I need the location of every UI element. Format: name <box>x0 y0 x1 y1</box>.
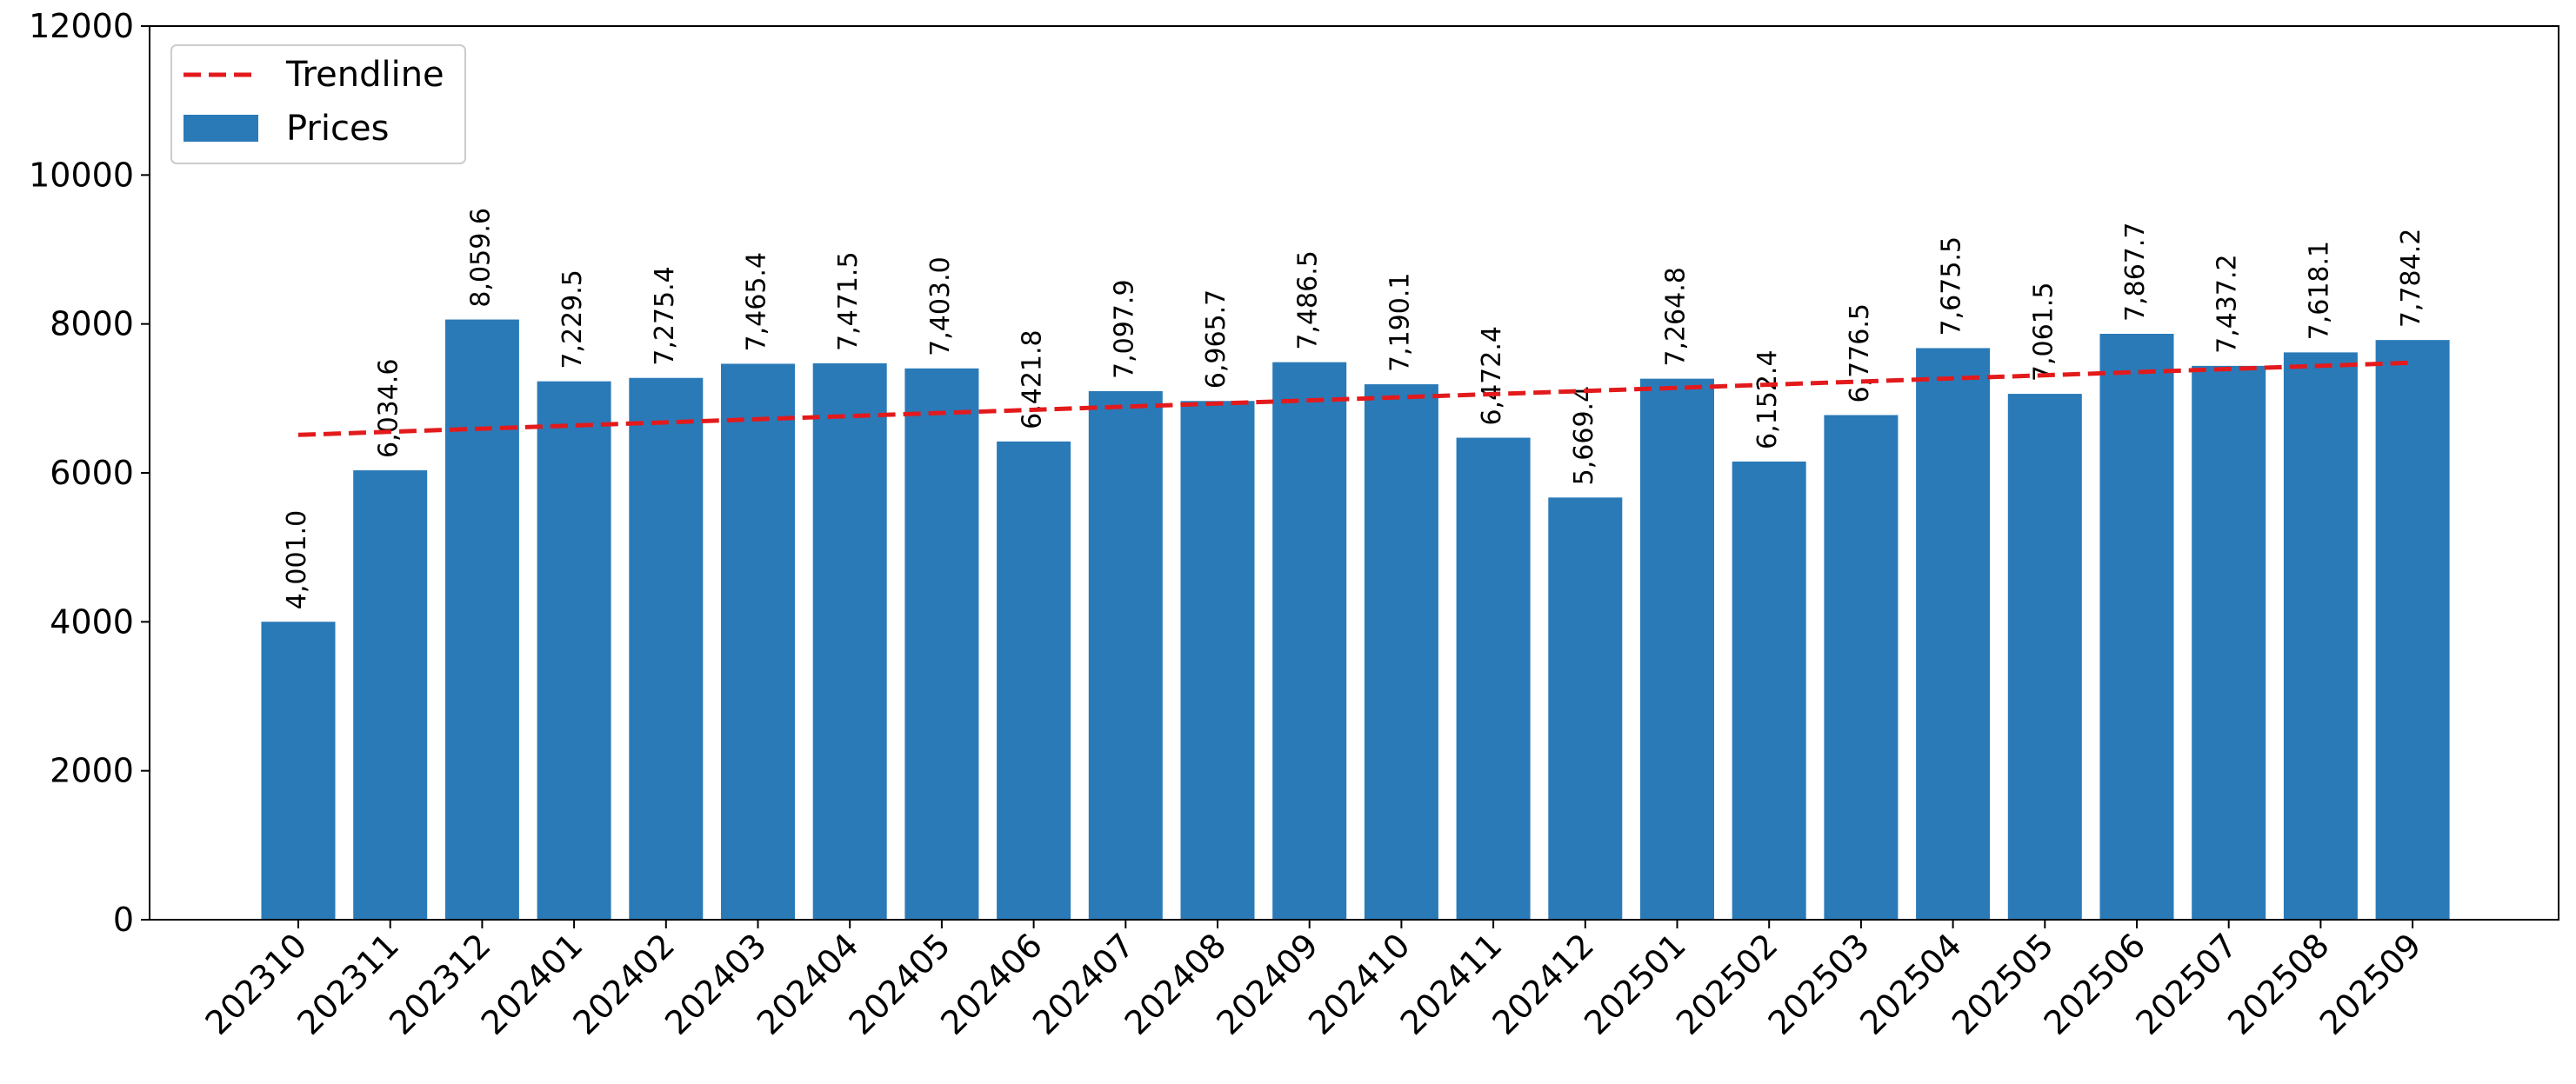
legend-trendline-label: Trendline <box>285 55 444 95</box>
bar <box>1088 390 1163 921</box>
bar <box>1640 378 1714 920</box>
bar-value-label: 7,471.5 <box>833 251 864 351</box>
value-labels-group: 4,001.0 6,034.6 8,059.6 7,229.5 7,275.4 7,465… <box>282 208 2426 609</box>
y-tick-label: 2000 <box>50 752 134 790</box>
y-tick-label: 12000 <box>29 7 134 45</box>
y-tick-label: 4000 <box>50 602 134 641</box>
bar-value-label: 7,403.0 <box>925 256 956 356</box>
bar-value-label: 6,034.6 <box>374 359 404 459</box>
bar <box>2192 365 2266 920</box>
bar <box>1732 461 1806 920</box>
y-tick-label: 0 <box>113 901 134 939</box>
y-tick-label: 8000 <box>50 305 134 343</box>
bar <box>1272 362 1347 920</box>
bar <box>997 441 1071 920</box>
legend-prices-label: Prices <box>286 109 389 149</box>
bar <box>1180 401 1255 920</box>
bar-value-label: 7,061.5 <box>2028 283 2059 382</box>
y-tick-label: 6000 <box>50 454 134 492</box>
bar-value-label: 6,472.4 <box>1477 326 1507 426</box>
bar <box>1548 497 1623 920</box>
bar <box>812 362 887 920</box>
bar-value-label: 7,784.2 <box>2396 229 2426 329</box>
bar-value-label: 5,669.4 <box>1569 386 1599 486</box>
bar <box>261 622 336 920</box>
bar <box>721 363 795 920</box>
bar <box>904 368 979 920</box>
bar <box>629 377 704 920</box>
y-tick-label: 10000 <box>29 156 134 194</box>
bar <box>1916 348 1991 920</box>
bar-value-label: 8,059.6 <box>465 208 496 308</box>
bar-value-label: 7,867.7 <box>2120 222 2151 322</box>
bar <box>2099 334 2174 920</box>
legend-prices-swatch <box>184 115 258 142</box>
bar-value-label: 7,486.5 <box>1293 250 1324 350</box>
bars-group <box>261 319 2450 921</box>
bar-value-label: 6,152.4 <box>1752 349 1783 449</box>
bar-value-label: 7,275.4 <box>650 266 680 366</box>
bar-value-label: 4,001.0 <box>282 510 312 610</box>
bar <box>2007 394 2082 920</box>
bar-value-label: 7,465.4 <box>742 252 772 352</box>
bar-value-label: 7,437.2 <box>2212 254 2243 354</box>
bar <box>537 381 611 920</box>
bar-value-label: 6,776.5 <box>1845 303 1875 403</box>
bar <box>444 319 519 921</box>
legend: Trendline Prices <box>170 44 466 164</box>
bar-value-label: 7,675.5 <box>1937 236 1967 336</box>
bar-value-label: 6,421.8 <box>1018 329 1048 429</box>
bar <box>1824 415 1899 920</box>
bar <box>353 470 428 920</box>
bar-value-label: 7,190.1 <box>1385 273 1415 373</box>
bar <box>1456 437 1531 920</box>
bar <box>2283 352 2358 920</box>
bar-value-label: 7,618.1 <box>2304 241 2334 341</box>
bar <box>2375 340 2450 920</box>
bar-value-label: 7,264.8 <box>1661 267 1692 367</box>
bar-value-label: 7,097.9 <box>1109 279 1139 379</box>
bar <box>1364 384 1438 920</box>
bar-value-label: 7,229.5 <box>557 269 588 369</box>
bar-value-label: 6,965.7 <box>1201 289 1231 389</box>
